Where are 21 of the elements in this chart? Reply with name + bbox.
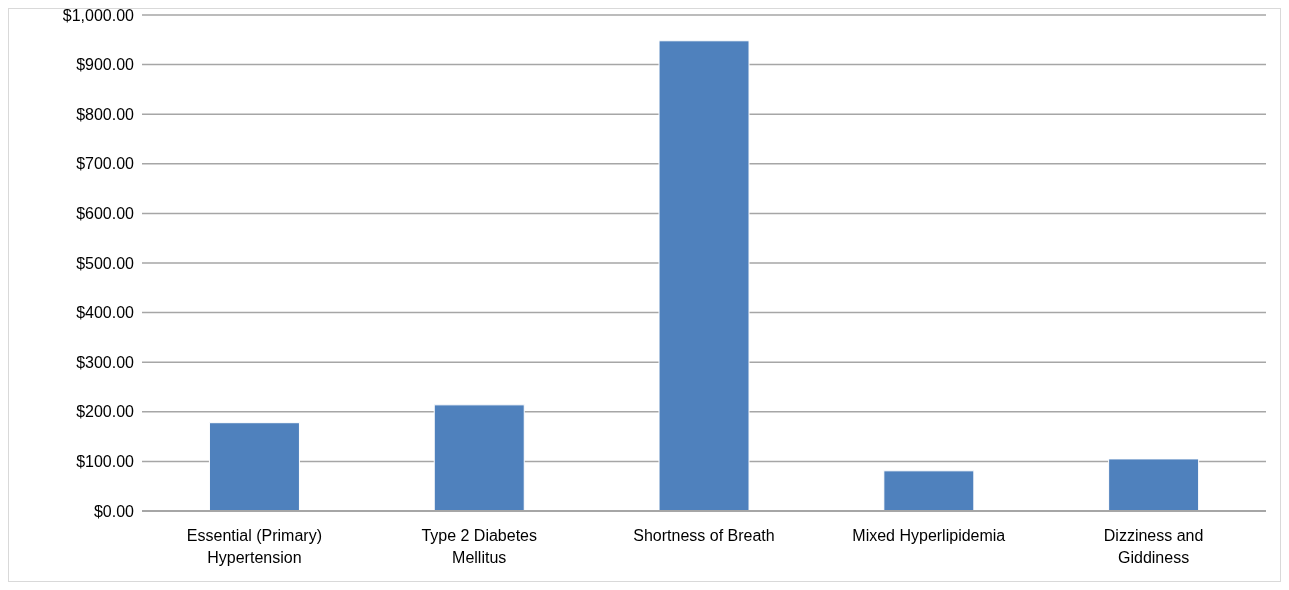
x-tick-label: Dizziness and Giddiness [1103,527,1204,566]
y-tick-label: $800.00 [76,105,135,123]
x-tick-label: Essential (Primary) Hypertension [186,527,322,566]
x-tick-label: Shortness of Breath [633,527,775,544]
bar [658,40,750,511]
y-tick-label: $200.00 [76,403,135,421]
bar [208,422,300,511]
x-tick-label: Mixed Hyperlipidemia [852,527,1006,544]
y-tick-label: $700.00 [76,155,135,173]
y-tick-label: $500.00 [76,254,135,272]
bar [1108,458,1200,511]
y-tick-label: $0.00 [93,502,135,520]
bar [883,470,975,511]
y-tick-label: $1,000.00 [62,6,135,24]
y-tick-label: $400.00 [76,304,135,322]
y-tick-label: $300.00 [76,353,135,371]
x-tick-label: Type 2 Diabetes Mellitus [421,527,538,566]
y-tick-label: $600.00 [76,205,135,223]
y-tick-label: $100.00 [76,453,135,471]
bar [433,404,525,511]
y-tick-label: $900.00 [76,56,135,74]
